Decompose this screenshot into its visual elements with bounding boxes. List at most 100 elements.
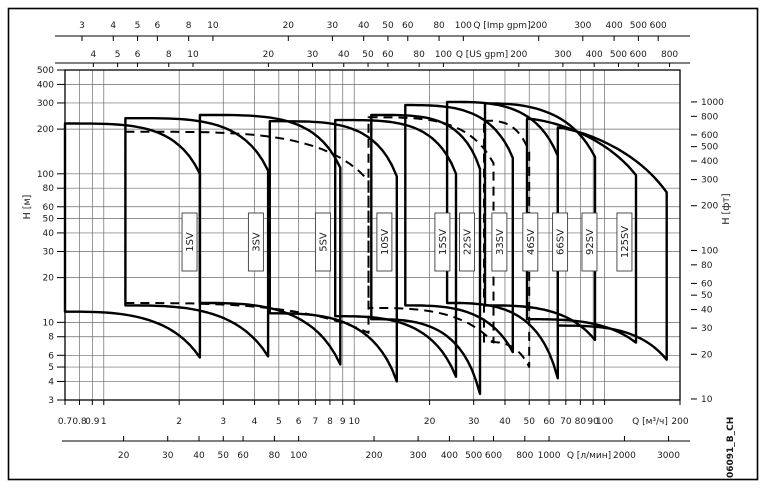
svg-text:100: 100 <box>435 50 452 60</box>
pump-label-box <box>522 212 539 272</box>
svg-text:6: 6 <box>48 351 54 361</box>
svg-text:3: 3 <box>79 21 85 31</box>
pump-label-text: 22SV <box>462 229 473 255</box>
svg-text:30: 30 <box>43 247 55 257</box>
pump-label-66SV: 66SV <box>552 212 569 272</box>
svg-text:40: 40 <box>358 21 370 31</box>
svg-text:2: 2 <box>176 417 182 427</box>
pump-label-3SV: 3SV <box>247 212 264 272</box>
svg-text:30: 30 <box>701 324 713 334</box>
svg-text:5: 5 <box>48 363 54 373</box>
svg-text:1000: 1000 <box>538 451 561 461</box>
svg-text:100: 100 <box>290 451 307 461</box>
svg-text:4: 4 <box>110 21 116 31</box>
svg-text:100: 100 <box>701 246 718 256</box>
envelope-3SV <box>124 117 270 358</box>
pump-label-15SV: 15SV <box>434 212 451 272</box>
svg-text:2000: 2000 <box>613 451 636 461</box>
dashed-range-1 <box>124 130 370 334</box>
svg-text:80: 80 <box>413 50 425 60</box>
pump-label-box <box>247 212 264 272</box>
svg-text:30: 30 <box>468 417 480 427</box>
svg-text:200: 200 <box>530 21 547 31</box>
svg-text:70: 70 <box>560 417 572 427</box>
svg-text:400: 400 <box>441 451 458 461</box>
svg-text:200: 200 <box>671 417 688 427</box>
svg-text:60: 60 <box>43 203 55 213</box>
svg-text:400: 400 <box>37 80 54 90</box>
svg-text:0.8: 0.8 <box>72 417 87 427</box>
svg-text:200: 200 <box>701 202 718 212</box>
svg-text:5: 5 <box>135 21 141 31</box>
pump-label-text: 125SV <box>620 226 631 258</box>
svg-text:8: 8 <box>48 333 54 343</box>
svg-text:6: 6 <box>154 21 160 31</box>
pump-label-box <box>491 212 508 272</box>
pump-label-92SV: 92SV <box>581 212 598 272</box>
axis-bottom-lmin: 20 30 40 50 60 80 100 200 300 400 500 600 800 1000 200… <box>62 436 690 461</box>
svg-text:40: 40 <box>701 306 713 316</box>
svg-text:20: 20 <box>283 21 295 31</box>
dashed-envelopes <box>124 116 531 368</box>
axis-title-us-gpm: Q [US gpm] <box>456 50 508 60</box>
pump-labels: 1SV 3SV 5SV 10SV 15SV 22SV 33SV 46SV 66SV 92SV 125… <box>181 212 633 272</box>
svg-text:50: 50 <box>382 21 394 31</box>
svg-text:50: 50 <box>43 215 55 225</box>
svg-text:5: 5 <box>276 417 282 427</box>
svg-text:20: 20 <box>43 274 55 284</box>
svg-text:60: 60 <box>382 50 394 60</box>
svg-text:300: 300 <box>701 176 718 186</box>
envelope-1SV <box>63 122 202 359</box>
svg-text:6: 6 <box>296 417 302 427</box>
svg-text:30: 30 <box>162 451 174 461</box>
envelope-66SV <box>483 102 597 342</box>
svg-text:50: 50 <box>524 417 536 427</box>
svg-text:50: 50 <box>701 291 713 301</box>
svg-text:40: 40 <box>499 417 511 427</box>
svg-text:3: 3 <box>48 396 54 406</box>
svg-text:400: 400 <box>701 157 718 167</box>
axis-right-feet: 1000 800 600 500 400 300 200 100 80 60 50 40 30 20 10 H… <box>691 98 732 405</box>
svg-text:300: 300 <box>554 50 571 60</box>
pump-envelopes <box>63 100 668 396</box>
pump-label-22SV: 22SV <box>459 212 475 272</box>
svg-text:600: 600 <box>630 50 647 60</box>
figure-border <box>7 7 759 481</box>
pump-label-33SV: 33SV <box>491 212 508 272</box>
dashed-range-3 <box>483 119 531 368</box>
svg-text:4: 4 <box>48 377 54 387</box>
svg-text:20: 20 <box>424 417 436 427</box>
svg-text:40: 40 <box>193 451 205 461</box>
svg-text:80: 80 <box>575 417 587 427</box>
svg-text:300: 300 <box>410 451 427 461</box>
svg-text:10: 10 <box>348 417 360 427</box>
pump-label-text: 1SV <box>185 232 196 252</box>
svg-text:500: 500 <box>37 66 54 76</box>
axis-top-us-gpm: 4 5 6 8 10 20 30 40 50 60 80 100 200 300 400 500 600 800 Q… <box>55 50 690 67</box>
svg-text:100: 100 <box>455 21 472 31</box>
svg-text:20: 20 <box>701 350 713 360</box>
svg-text:50: 50 <box>362 50 374 60</box>
pump-label-text: 3SV <box>251 232 262 252</box>
axis-title-h-ft: H [фт] <box>721 193 732 224</box>
pump-label-text: 5SV <box>318 232 329 252</box>
pump-label-box <box>314 212 331 272</box>
pump-label-box <box>434 212 451 272</box>
svg-text:200: 200 <box>510 50 527 60</box>
axis-top-imp-gpm: 3 4 5 6 8 10 20 30 40 50 60 80 100 200 300 400 500 600 Q [… <box>55 21 690 41</box>
svg-text:4: 4 <box>252 417 258 427</box>
pump-label-box <box>376 212 393 272</box>
svg-text:6: 6 <box>135 50 141 60</box>
pump-label-box <box>181 212 198 272</box>
svg-text:200: 200 <box>37 125 54 135</box>
svg-text:60: 60 <box>701 279 713 289</box>
svg-text:5: 5 <box>115 50 121 60</box>
svg-text:80: 80 <box>701 261 713 271</box>
svg-text:80: 80 <box>269 451 281 461</box>
svg-text:400: 400 <box>606 21 623 31</box>
envelope-92SV <box>525 117 638 344</box>
axis-title-m3h: Q [м³/ч] <box>632 417 668 427</box>
